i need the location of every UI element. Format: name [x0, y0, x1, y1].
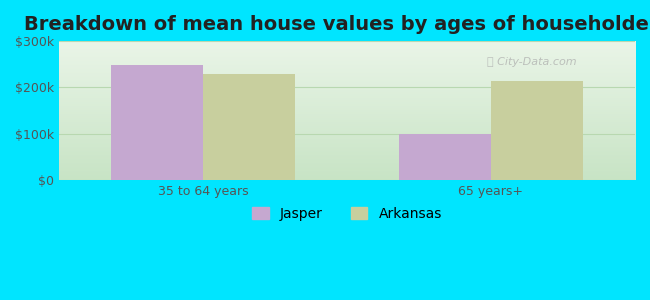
Bar	[203, 74, 295, 180]
Text: Ⓜ City-Data.com: Ⓜ City-Data.com	[486, 57, 576, 67]
Title: Breakdown of mean house values by ages of householders: Breakdown of mean house values by ages o…	[24, 15, 650, 34]
Legend: Jasper, Arkansas: Jasper, Arkansas	[246, 201, 447, 226]
Bar	[111, 65, 203, 180]
Bar	[491, 81, 583, 180]
Bar	[399, 134, 491, 180]
